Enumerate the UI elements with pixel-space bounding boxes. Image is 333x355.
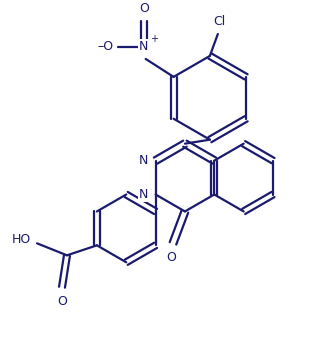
- Text: +: +: [150, 34, 158, 44]
- Text: N: N: [139, 188, 148, 201]
- Text: N: N: [139, 40, 149, 54]
- Text: –O: –O: [98, 40, 114, 54]
- Text: O: O: [166, 251, 176, 264]
- Text: N: N: [139, 154, 148, 167]
- Text: O: O: [139, 1, 149, 15]
- Text: O: O: [57, 295, 67, 308]
- Text: Cl: Cl: [214, 15, 226, 28]
- Text: HO: HO: [12, 233, 31, 246]
